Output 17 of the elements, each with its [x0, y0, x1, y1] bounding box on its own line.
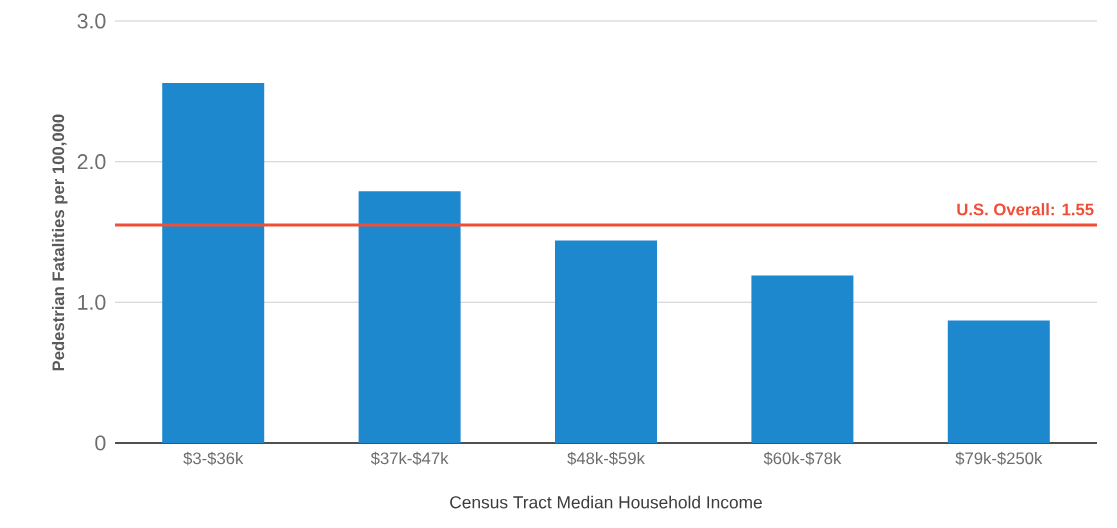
x-tick-label: $60k-$78k	[763, 451, 842, 466]
bar	[947, 320, 1050, 443]
bar	[358, 191, 461, 443]
y-tick-label: 1.0	[78, 294, 106, 310]
bar	[751, 275, 854, 443]
x-tick-label: $79k-$250k	[955, 451, 1043, 466]
x-axis-title: Census Tract Median Household Income	[450, 495, 762, 509]
y-tick-label: 2.0	[77, 154, 106, 170]
bar	[162, 82, 265, 443]
ref-line-label: U.S. Overall: 1.55	[957, 203, 1094, 216]
y-tick-label: 3.0	[77, 13, 106, 29]
y-tick-label: 0	[95, 435, 106, 451]
x-tick-label: $48k-$59k	[567, 451, 645, 466]
x-tick-label: $3-$36k	[183, 451, 244, 466]
bar	[555, 240, 657, 443]
x-tick-label: $37k-$47k	[370, 451, 449, 466]
y-axis-title: Pedestrian Fatalities per 100,000	[51, 114, 68, 371]
